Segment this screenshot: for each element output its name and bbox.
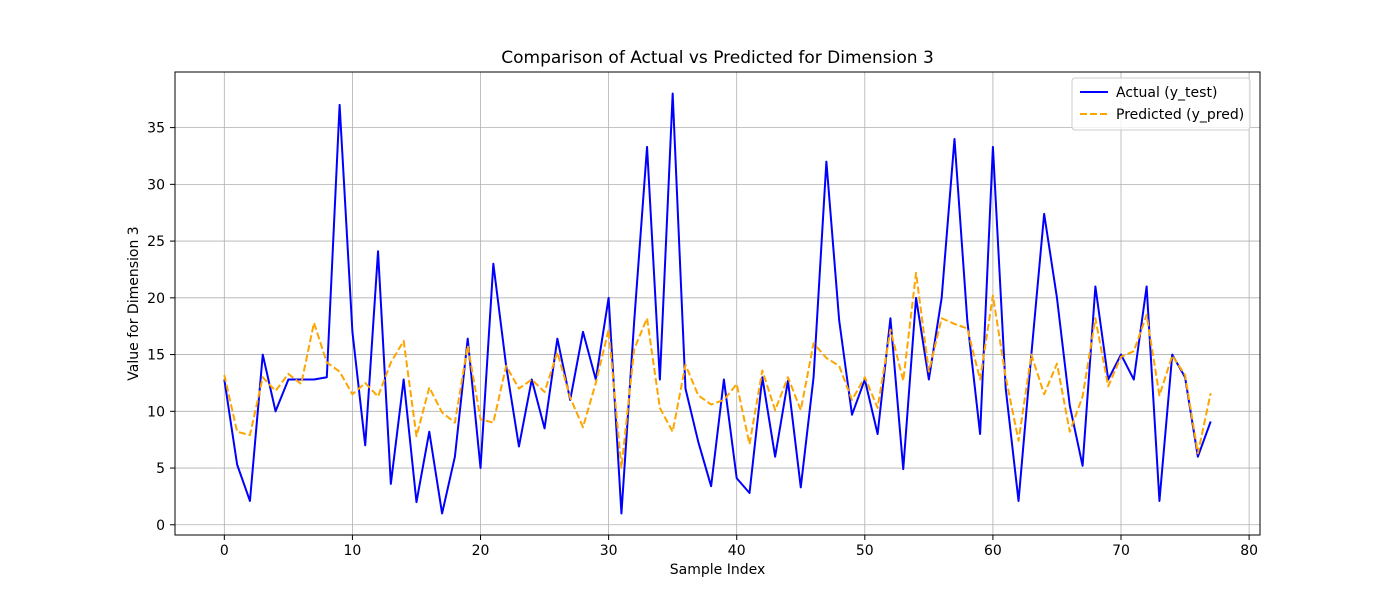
y-tick-label: 5	[156, 461, 165, 477]
x-tick-label: 80	[1240, 543, 1258, 559]
plot-frame	[174, 71, 1261, 536]
legend-predicted-label: Predicted (y_pred)	[1116, 107, 1244, 123]
x-tick-label: 20	[472, 543, 490, 559]
axis-ticks: 0 10 20 30 40 50 60 70 80 0 5 10 15 20 25 30 35	[147, 121, 1258, 559]
x-tick-label: 10	[344, 543, 362, 559]
y-tick-label: 10	[147, 404, 165, 420]
grid-lines	[175, 72, 1260, 535]
x-tick-label: 40	[728, 543, 746, 559]
y-tick-label: 30	[147, 177, 165, 193]
x-axis-label: Sample Index	[670, 562, 765, 578]
y-tick-label: 0	[156, 518, 165, 534]
legend-actual-label: Actual (y_test)	[1116, 85, 1217, 101]
y-tick-label: 35	[147, 121, 165, 137]
x-tick-label: 30	[600, 543, 618, 559]
actual-series-line	[223, 92, 1212, 515]
x-tick-label: 0	[220, 543, 229, 559]
x-tick-label: 50	[856, 543, 874, 559]
y-tick-label: 15	[147, 348, 165, 364]
x-tick-label: 60	[984, 543, 1002, 559]
y-tick-label: 25	[147, 234, 165, 250]
series-lines	[223, 92, 1212, 515]
y-axis-label: Value for Dimension 3	[126, 226, 142, 380]
chart-title: Comparison of Actual vs Predicted for Di…	[501, 48, 934, 68]
x-tick-label: 70	[1112, 543, 1130, 559]
legend-box	[1071, 77, 1251, 131]
predicted-series-line	[223, 271, 1212, 470]
y-tick-label: 20	[147, 291, 165, 307]
legend: Actual (y_test) Predicted (y_pred)	[1071, 77, 1251, 131]
